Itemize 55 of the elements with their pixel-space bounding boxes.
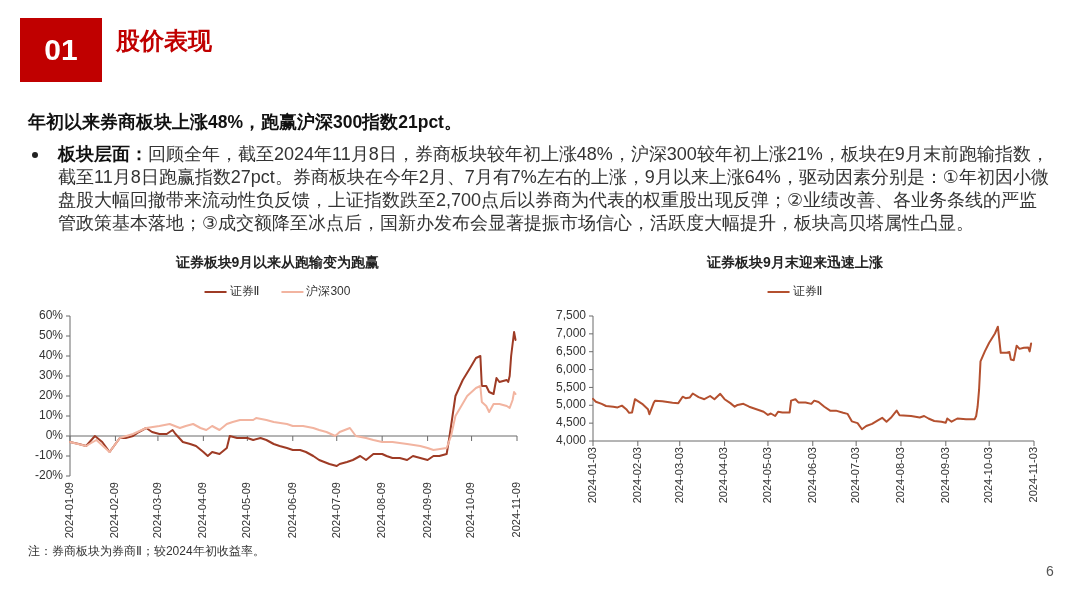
line-series xyxy=(69,385,517,453)
legend-label: 沪深300 xyxy=(306,284,351,299)
y-tick-label: 10% xyxy=(38,408,64,423)
legend-label: 证券Ⅱ xyxy=(229,284,260,299)
text: 回顾全年，截至2024年11月8日，券商板块较年初上涨48%，沪深300较年初上涨21%，板块在9月末前跑输指数， xyxy=(148,143,1049,166)
y-tick-label: -10% xyxy=(34,448,64,463)
x-tick-label: 2024-04-03 xyxy=(717,447,730,504)
x-tick-label: 2024-09-09 xyxy=(420,482,433,539)
x-tick-label: 2024-10-03 xyxy=(982,447,995,504)
x-tick-label: 2024-10-09 xyxy=(464,482,477,539)
chart-title: 证券板块9月以来从跑输变为跑赢 xyxy=(174,254,380,270)
x-tick-label: 2024-08-03 xyxy=(893,447,906,504)
y-tick-label: 50% xyxy=(38,328,64,343)
y-tick-label: 40% xyxy=(38,348,64,363)
x-tick-label: 2024-11-09 xyxy=(509,482,522,538)
x-tick-label: 2024-04-09 xyxy=(196,482,209,539)
x-tick-label: 2024-02-03 xyxy=(630,447,643,504)
x-tick-label: 2024-07-03 xyxy=(849,447,862,504)
y-tick-label: 7,500 xyxy=(555,308,587,323)
legend-label: 证券Ⅱ xyxy=(792,284,823,299)
x-tick-label: 2024-05-03 xyxy=(760,447,773,504)
text: 盘股大幅回撤带来流动性负反馈，上证指数跌至2,700点后以券商为代表的权重股出现反弹；②业绩改善、各业务条线的严监 xyxy=(58,189,1038,212)
text: 管政策基本落地；③成交额降至冰点后，国新办发布会显著提振市场信心，活跃度大幅提升，板块高贝塔属性凸显。 xyxy=(58,212,975,235)
x-tick-label: 2024-06-03 xyxy=(805,447,818,504)
chart-title: 证券板块9月末迎来迅速上涨 xyxy=(706,254,884,270)
y-tick-label: 60% xyxy=(38,308,64,323)
text: 注：券商板块为券商Ⅱ；较2024年初收益率。 xyxy=(28,544,265,559)
x-tick-label: 2024-03-09 xyxy=(150,482,163,539)
x-tick-label: 2024-02-09 xyxy=(108,482,121,539)
y-tick-label: 5,000 xyxy=(555,397,587,412)
x-tick-label: 2024-01-03 xyxy=(585,447,598,504)
x-tick-label: 2024-09-03 xyxy=(938,447,951,504)
text: 股价表现 xyxy=(116,26,212,56)
line-series xyxy=(592,325,1033,431)
y-tick-label: 7,000 xyxy=(555,326,587,341)
text: 板块层面： xyxy=(58,143,148,166)
x-tick-label: 2024-06-09 xyxy=(285,482,298,539)
x-tick-label: 2024-01-09 xyxy=(62,482,75,539)
y-tick-label: -20% xyxy=(34,468,64,483)
x-tick-label: 2024-05-09 xyxy=(240,482,253,539)
y-tick-label: 4,000 xyxy=(555,433,587,448)
y-tick-label: 20% xyxy=(38,388,64,403)
x-tick-label: 2024-08-09 xyxy=(375,482,388,539)
x-tick-label: 2024-03-03 xyxy=(672,447,685,504)
text: 6 xyxy=(1046,563,1054,579)
text: 年初以来券商板块上涨48%，跑赢沪深300指数21pct。 xyxy=(28,111,462,134)
y-tick-label: 0% xyxy=(45,428,64,443)
y-tick-label: 5,500 xyxy=(555,379,587,394)
y-tick-label: 6,500 xyxy=(555,343,587,358)
x-tick-label: 2024-11-03 xyxy=(1026,447,1039,503)
text: 截至11月8日跑赢指数27pct。券商板块在今年2月、7月有7%左右的上涨，9月以来上涨64%，驱动因素分别是：①年初因小微 xyxy=(58,166,1049,189)
y-tick-label: 6,000 xyxy=(555,361,587,376)
y-tick-label: 4,500 xyxy=(555,415,587,430)
x-tick-label: 2024-07-09 xyxy=(329,482,342,539)
y-tick-label: 30% xyxy=(38,368,64,383)
